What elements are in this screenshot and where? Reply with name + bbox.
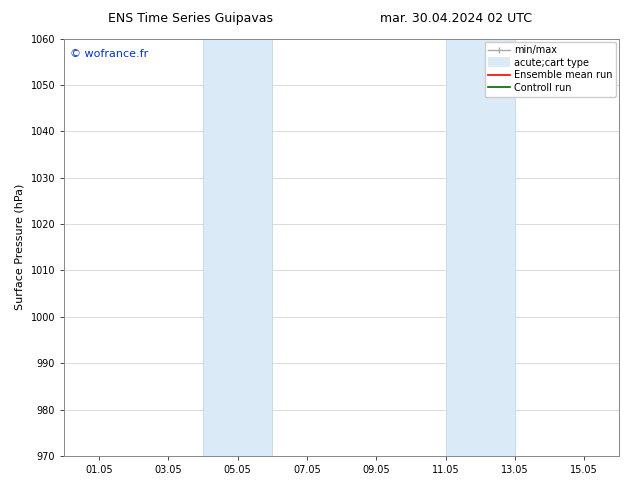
Text: © wofrance.fr: © wofrance.fr xyxy=(70,49,148,59)
Y-axis label: Surface Pressure (hPa): Surface Pressure (hPa) xyxy=(15,184,25,311)
Text: mar. 30.04.2024 02 UTC: mar. 30.04.2024 02 UTC xyxy=(380,12,533,25)
Legend: min/max, acute;cart type, Ensemble mean run, Controll run: min/max, acute;cart type, Ensemble mean … xyxy=(484,42,616,97)
Text: ENS Time Series Guipavas: ENS Time Series Guipavas xyxy=(108,12,273,25)
Bar xyxy=(446,39,515,456)
Bar xyxy=(203,39,272,456)
